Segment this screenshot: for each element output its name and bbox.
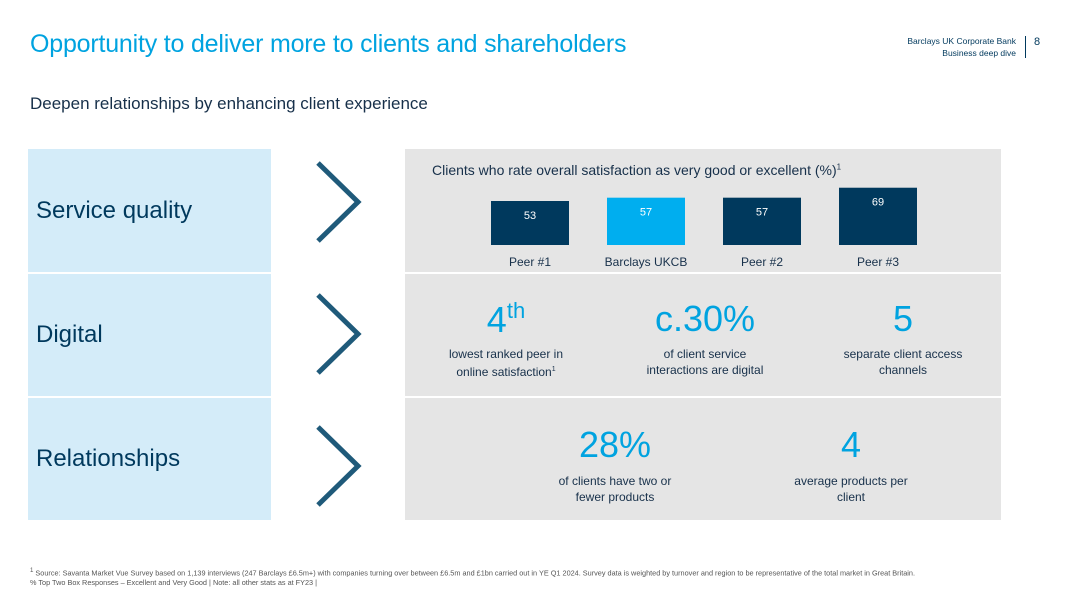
row-label-text: Relationships xyxy=(36,445,181,472)
page-subtitle: Deepen relationships by enhancing client… xyxy=(30,94,428,113)
bar-value-label: 57 xyxy=(640,207,652,219)
digital-stat-percent-desc: of client service interactions are digit… xyxy=(646,347,764,377)
chevron-right-icon xyxy=(316,425,362,507)
category-label: Peer #3 xyxy=(857,255,899,269)
chart-title: Clients who rate overall satisfaction as… xyxy=(432,162,842,178)
digital-stat-channels-desc: separate client access channels xyxy=(843,347,963,377)
page-number: 8 xyxy=(1034,36,1041,48)
bar-value-label: 53 xyxy=(524,210,536,222)
category-label: Peer #1 xyxy=(509,255,551,269)
panel-relationships xyxy=(405,398,1001,520)
row-label-text: Digital xyxy=(36,321,103,348)
digital-stat-rank: 4th xyxy=(486,298,526,340)
bar-peer-2 xyxy=(723,197,801,245)
bar-value-label: 69 xyxy=(872,197,884,209)
row-label-relationships: Relationships xyxy=(28,398,271,520)
bar-value-label: 57 xyxy=(756,207,768,219)
page-title: Opportunity to deliver more to clients a… xyxy=(30,30,627,58)
row-label-text: Service quality xyxy=(36,197,193,224)
satisfaction-bar-chart: 53 Peer #1 57 Barclays UKCB 57 Peer #2 69 Peer … xyxy=(491,187,917,269)
brand-block: Barclays UK Corporate Bank Business deep… xyxy=(907,35,1016,59)
digital-stat-percent: c.30% xyxy=(654,298,756,339)
relationships-stat-percent-desc: of clients have two or fewer products xyxy=(558,474,672,504)
panel-digital xyxy=(405,274,1001,396)
bar-peer-1 xyxy=(491,201,569,245)
digital-stat-rank-desc: lowest ranked peer in online satisfactio… xyxy=(448,347,564,379)
brand-divider xyxy=(1025,36,1026,58)
category-label: Peer #2 xyxy=(741,255,783,269)
chart-title-footnote-ref: 1 xyxy=(836,162,842,172)
bar-peer-3 xyxy=(839,187,917,245)
bar-barclays-ukcb xyxy=(607,197,685,245)
row-label-service-quality: Service quality xyxy=(28,149,271,272)
relationships-stat-products: 4 xyxy=(840,424,862,465)
chevron-right-icon xyxy=(316,161,362,243)
brand-line-2: Business deep dive xyxy=(942,48,1016,58)
row-label-digital: Digital xyxy=(28,274,271,396)
brand-line-1: Barclays UK Corporate Bank xyxy=(907,36,1016,46)
footnote: 1 Source: Savanta Market Vue Survey base… xyxy=(30,567,915,588)
relationships-stat-products-desc: average products per client xyxy=(794,474,908,504)
category-label: Barclays UKCB xyxy=(605,255,688,269)
digital-stat-channels: 5 xyxy=(892,298,914,339)
relationships-stat-percent: 28% xyxy=(578,424,652,465)
chevron-right-icon xyxy=(316,293,362,375)
